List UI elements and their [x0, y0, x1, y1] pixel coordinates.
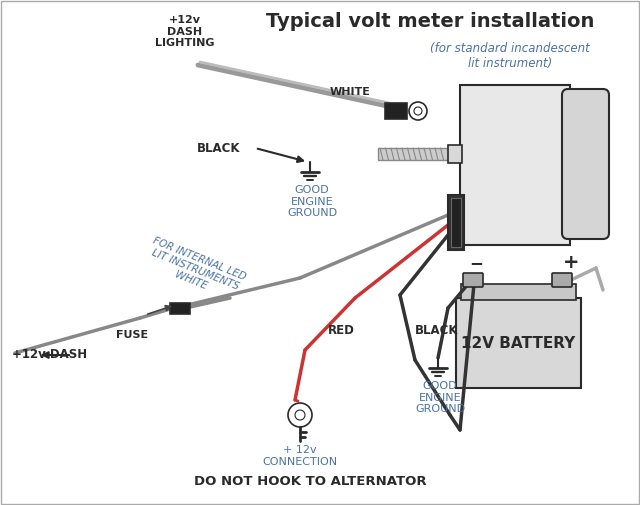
- FancyBboxPatch shape: [385, 103, 407, 119]
- Text: 12V BATTERY: 12V BATTERY: [461, 335, 575, 350]
- Text: +12v DASH: +12v DASH: [12, 348, 87, 362]
- Text: WHITE: WHITE: [330, 87, 371, 97]
- FancyBboxPatch shape: [562, 89, 609, 239]
- Text: DO NOT HOOK TO ALTERNATOR: DO NOT HOOK TO ALTERNATOR: [194, 475, 426, 488]
- Text: BLACK: BLACK: [196, 141, 240, 155]
- Text: RED: RED: [328, 324, 355, 336]
- FancyBboxPatch shape: [552, 273, 572, 287]
- Text: +: +: [563, 253, 579, 272]
- Text: GOOD
ENGINE
GROUND: GOOD ENGINE GROUND: [287, 185, 337, 218]
- FancyBboxPatch shape: [448, 195, 464, 250]
- Text: +12v
DASH
LIGHTING: +12v DASH LIGHTING: [156, 15, 215, 48]
- FancyBboxPatch shape: [463, 273, 483, 287]
- FancyBboxPatch shape: [461, 284, 576, 300]
- Text: (for standard incandescent
lit instrument): (for standard incandescent lit instrumen…: [430, 42, 590, 70]
- FancyBboxPatch shape: [460, 85, 570, 245]
- Text: FUSE: FUSE: [116, 330, 148, 340]
- FancyBboxPatch shape: [451, 198, 461, 247]
- FancyBboxPatch shape: [170, 303, 190, 314]
- FancyBboxPatch shape: [456, 298, 581, 388]
- FancyBboxPatch shape: [378, 148, 450, 160]
- FancyBboxPatch shape: [448, 145, 462, 163]
- Text: FOR INTERNAL LED
LIT INSTRUMENTS
WHITE: FOR INTERNAL LED LIT INSTRUMENTS WHITE: [143, 236, 248, 304]
- Text: + 12v
CONNECTION: + 12v CONNECTION: [262, 445, 337, 467]
- Text: −: −: [469, 254, 483, 272]
- Text: GOOD
ENGINE
GROUND: GOOD ENGINE GROUND: [415, 381, 465, 414]
- Text: Typical volt meter installation: Typical volt meter installation: [266, 12, 594, 31]
- Text: BLACK: BLACK: [415, 324, 458, 336]
